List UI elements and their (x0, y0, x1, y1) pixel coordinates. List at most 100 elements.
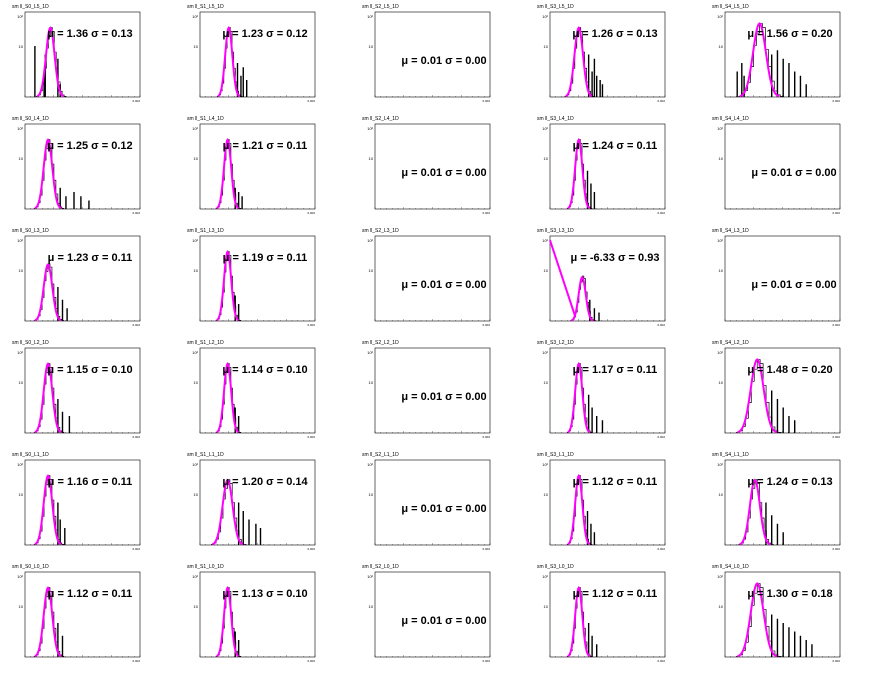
panel-title: sm ll_S0_L5_1D (12, 4, 49, 10)
histogram-panel: sm ll_S0_L0_1D 10² 10 0.002 μ = 1.12 σ = 0.1… (0, 560, 175, 672)
panel-title: sm ll_S3_L1_1D (537, 452, 574, 458)
y-tick-label: 10² (367, 462, 373, 467)
fit-result-label: μ = 1.24 σ = 0.11 (573, 140, 658, 152)
x-tick-label: 0.002 (832, 99, 840, 103)
sigma-symbol: σ = (263, 140, 286, 152)
sigma-symbol: σ = (88, 364, 111, 376)
sigma-symbol: σ = (88, 588, 111, 600)
y-tick-label: 10² (367, 14, 373, 19)
histogram-svg: sm ll_S3_L3_1D 10² 10 0.002 μ = -6.33 σ = 0.… (537, 228, 666, 327)
histogram-panel: sm ll_S2_L2_1D 10² 10 0.002 μ = 0.01 σ = 0.0… (350, 336, 525, 448)
mu-symbol: μ = (222, 364, 241, 376)
tail-bin (776, 50, 779, 97)
histogram-panel: sm ll_S2_L4_1D 10² 10 0.002 μ = 0.01 σ = 0.0… (350, 112, 525, 224)
sigma-symbol: σ = (263, 252, 286, 264)
plot-frame (549, 235, 666, 322)
histogram-bins (738, 479, 774, 546)
fit-line (549, 239, 577, 318)
panel-title: sm ll_S3_L0_1D (537, 564, 574, 570)
y-tick-label: 10 (369, 268, 374, 273)
fit-result-label: μ = 0.01 σ = 0.00 (401, 279, 486, 291)
mu-symbol: μ = (401, 391, 420, 403)
sigma-value: 0.18 (811, 588, 832, 600)
panel-title: sm ll_S1_L3_1D (187, 228, 224, 234)
fit-result-label: μ = 1.12 σ = 0.11 (48, 588, 133, 600)
y-tick-label: 10² (542, 350, 548, 355)
histogram-panel: sm ll_S1_L1_1D 10² 10 0.002 μ = 1.20 σ = 0.1… (175, 448, 350, 560)
tail-bin (43, 75, 45, 97)
y-tick-label: 10² (367, 126, 373, 131)
mu-symbol: μ = (573, 476, 592, 488)
fit-result-label: μ = 1.21 σ = 0.11 (223, 140, 308, 152)
fit-curve (737, 358, 778, 434)
tail-bin (788, 416, 790, 433)
plot-frame (24, 571, 141, 658)
y-tick-label: 10 (719, 268, 724, 273)
histogram-panel: sm ll_S1_L0_1D 10² 10 0.002 μ = 1.13 σ = 0.1… (175, 560, 350, 672)
histogram-panel: sm ll_S1_L3_1D 10² 10 0.002 μ = 1.19 σ = 0.1… (175, 224, 350, 336)
fit-result-label: μ = 1.14 σ = 0.10 (222, 364, 307, 376)
mu-value: 1.36 (67, 28, 88, 40)
tail-bin (236, 63, 239, 97)
tail-bin (259, 528, 262, 545)
y-tick-label: 10 (544, 492, 549, 497)
plot-frame (199, 459, 316, 546)
sigma-symbol: σ = (788, 588, 811, 600)
sigma-value: 0.11 (637, 588, 658, 600)
tail-bin (776, 399, 779, 433)
y-tick-label: 10² (17, 14, 23, 19)
tail-bin (57, 399, 59, 433)
sigma-symbol: σ = (613, 140, 636, 152)
sigma-value: 0.11 (287, 140, 308, 152)
sigma-value: 0.93 (638, 252, 659, 264)
sigma-symbol: σ = (442, 279, 465, 291)
mu-symbol: μ = (47, 140, 66, 152)
panel-title: sm ll_S2_L0_1D (362, 564, 399, 570)
tail-bin (57, 287, 59, 321)
tail-bin (237, 416, 240, 433)
panel-title: sm ll_S1_L4_1D (187, 116, 224, 122)
mu-value: 1.15 (67, 364, 88, 376)
sigma-value: 0.00 (465, 615, 486, 627)
sigma-symbol: σ = (88, 140, 111, 152)
x-tick-label: 0.002 (832, 659, 840, 663)
y-tick-label: 10² (17, 350, 23, 355)
y-tick-label: 10² (17, 574, 23, 579)
tail-bin (587, 54, 590, 97)
tail-bin (805, 84, 807, 97)
fit-curve (567, 585, 591, 658)
tail-bin (782, 58, 784, 97)
tail-bin (242, 511, 244, 545)
mu-value: 0.01 (421, 615, 442, 627)
sigma-symbol: σ = (788, 476, 811, 488)
y-tick-label: 10² (192, 14, 198, 19)
histogram-panel: sm ll_S0_L3_1D 10² 10 0.002 μ = 1.23 σ = 0.1… (0, 224, 175, 336)
tail-bin (771, 515, 773, 545)
y-tick-label: 10² (717, 126, 723, 131)
sigma-symbol: σ = (613, 28, 636, 40)
fit-curve (567, 137, 591, 210)
histogram-panel: sm ll_S4_L2_1D 10² 10 0.002 μ = 1.48 σ = 0.2… (700, 336, 875, 448)
x-tick-label: 0.002 (307, 547, 315, 551)
fit-result-label: μ = 1.24 σ = 0.13 (747, 476, 832, 488)
tail-bin (587, 623, 590, 657)
mu-value: 1.16 (67, 476, 88, 488)
tail-bin (596, 416, 598, 433)
tail-bin (591, 407, 593, 433)
fit-result-label: μ = 1.13 σ = 0.10 (222, 588, 307, 600)
x-tick-label: 0.002 (657, 323, 665, 327)
y-tick-label: 10² (17, 126, 23, 131)
panel-title: sm ll_S3_L5_1D (537, 4, 574, 10)
tail-bin (240, 75, 242, 97)
sigma-symbol: σ = (613, 476, 636, 488)
x-tick-label: 0.002 (657, 435, 665, 439)
mu-symbol: μ = (401, 503, 420, 515)
tail-bin (736, 71, 738, 97)
x-tick-label: 0.002 (657, 659, 665, 663)
fit-result-label: μ = 1.23 σ = 0.11 (48, 252, 133, 264)
y-tick-label: 10 (194, 380, 199, 385)
y-tick-label: 10 (369, 156, 374, 161)
panel-title: sm ll_S2_L1_1D (362, 452, 399, 458)
x-tick-label: 0.002 (657, 211, 665, 215)
sigma-value: 0.00 (465, 503, 486, 515)
